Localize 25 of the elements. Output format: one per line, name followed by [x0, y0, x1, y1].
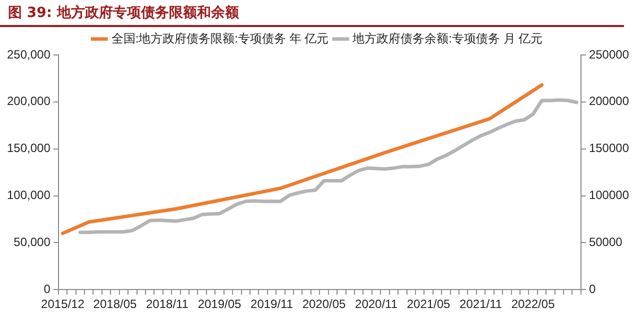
- legend-label: 地方政府债务余额:专项债务 月 亿元: [352, 31, 543, 46]
- x-tick-label: 2019/11: [250, 297, 294, 312]
- x-tick-label: 2020/05: [302, 297, 346, 312]
- x-tick-label: 2019/05: [198, 297, 242, 312]
- y-tick-label: 200,000: [6, 94, 51, 108]
- y-tick-label: 50,000: [14, 234, 51, 249]
- y2-tick-label: 50000: [588, 234, 623, 249]
- x-tick-label: 2018/11: [146, 297, 189, 312]
- x-tick-label: 2015/12: [41, 297, 85, 312]
- y2-tick-label: 150000: [588, 141, 630, 156]
- x-tick-label: 2021/11: [460, 297, 502, 312]
- y2-tick-label: 0: [588, 282, 596, 296]
- y-tick-label: 100,000: [6, 188, 51, 202]
- chart-title: 图 39: 地方政府专项债务限额和余额: [0, 0, 624, 27]
- y-tick-label: 150,000: [6, 141, 51, 156]
- y-tick-label: 0: [44, 282, 51, 296]
- x-tick-label: 2020/11: [355, 297, 398, 312]
- x-tick-label: 2018/05: [93, 297, 137, 312]
- legend-label: 全国:地方政府债务限额:专项债务 年 亿元: [111, 31, 329, 46]
- y-tick-label: 250,000: [6, 47, 51, 62]
- y2-tick-label: 200000: [588, 94, 630, 108]
- x-tick-label: 2022/05: [511, 297, 556, 312]
- y2-tick-label: 100000: [588, 188, 630, 202]
- y2-tick-label: 250000: [588, 47, 630, 62]
- x-tick-label: 2021/05: [406, 297, 451, 312]
